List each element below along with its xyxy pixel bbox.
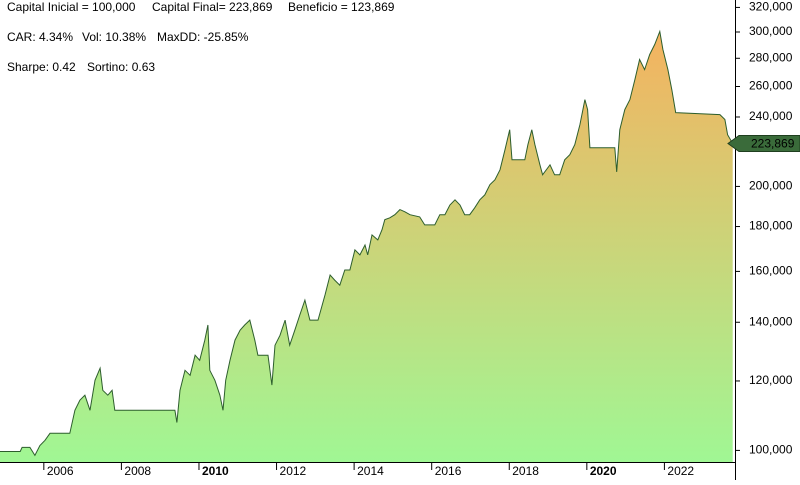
stats-annotation: Capital Inicial = 100,000 (7, 0, 136, 14)
x-tick-label: 2022 (667, 464, 694, 478)
y-tick-label: 120,000 (749, 373, 793, 387)
stats-annotation: MaxDD: -25.85% (157, 30, 249, 44)
stats-annotation: Sharpe: 0.42 (7, 60, 76, 74)
last-value-badge (727, 134, 800, 152)
x-tick-label: 2014 (357, 464, 384, 478)
y-tick-label: 160,000 (749, 264, 793, 278)
x-tick-label: 2010 (202, 464, 229, 478)
stats-annotation: Beneficio = 123,869 (288, 0, 395, 14)
x-tick-label: 2012 (280, 464, 307, 478)
equity-line (0, 29, 734, 457)
y-tick-label: 320,000 (749, 0, 793, 14)
stats-annotation: Sortino: 0.63 (87, 60, 155, 74)
x-tick-label: 2020 (590, 464, 617, 478)
last-value-label: 223,869 (751, 137, 795, 151)
x-tick-label: 2008 (124, 464, 151, 478)
x-tick-label: 2016 (435, 464, 462, 478)
y-tick-label: 140,000 (749, 314, 793, 328)
y-tick-label: 260,000 (749, 79, 793, 93)
stats-annotation: CAR: 4.34% (7, 30, 73, 44)
y-tick-label: 200,000 (749, 179, 793, 193)
stats-annotation: Capital Final= 223,869 (152, 0, 273, 14)
x-tick-label: 2006 (47, 464, 74, 478)
y-tick-label: 240,000 (749, 109, 793, 123)
equity-area (0, 31, 733, 462)
y-tick-label: 280,000 (749, 50, 793, 64)
y-tick-label: 300,000 (749, 24, 793, 38)
stats-annotation: Vol: 10.38% (82, 30, 146, 44)
y-tick-label: 180,000 (749, 219, 793, 233)
y-tick-label: 100,000 (749, 443, 793, 457)
x-tick-label: 2018 (512, 464, 539, 478)
